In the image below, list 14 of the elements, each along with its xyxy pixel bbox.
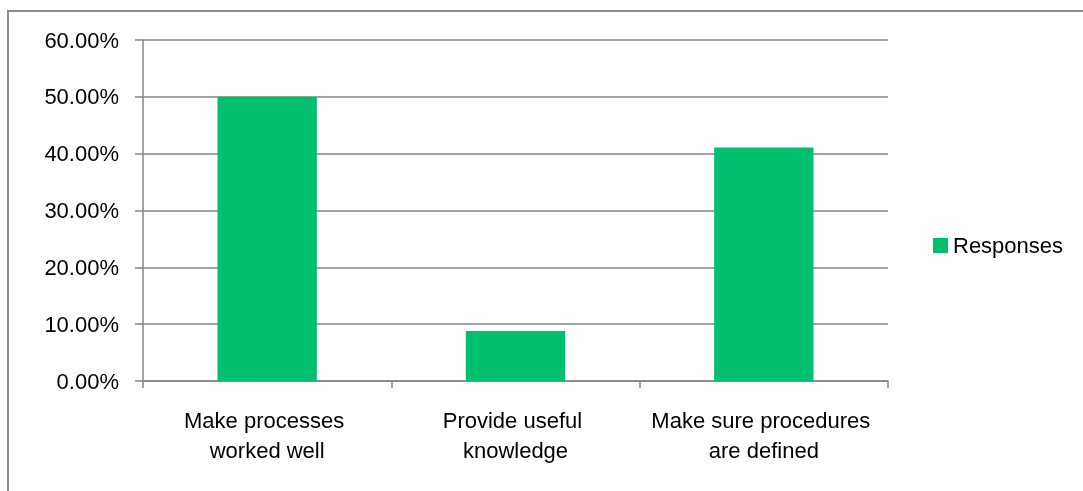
y-tick-label: 50.00%: [44, 84, 119, 110]
legend-label: Responses: [953, 233, 1064, 258]
y-tick-label: 30.00%: [44, 198, 119, 223]
y-tick-label: 60.00%: [44, 27, 119, 53]
x-tick-label: Make processes worked well: [184, 407, 351, 463]
bar: [714, 147, 814, 381]
y-tick-label: 0.00%: [56, 368, 119, 394]
bar: [465, 330, 566, 381]
x-tick-label: Provide useful knowledge: [442, 407, 589, 463]
x-tick-label: Make sure procedures are defined: [651, 407, 877, 463]
y-tick-label: 10.00%: [44, 311, 119, 337]
y-tick-label: 40.00%: [44, 141, 119, 167]
y-tick-label: 20.00%: [44, 254, 119, 280]
bar: [217, 96, 317, 381]
